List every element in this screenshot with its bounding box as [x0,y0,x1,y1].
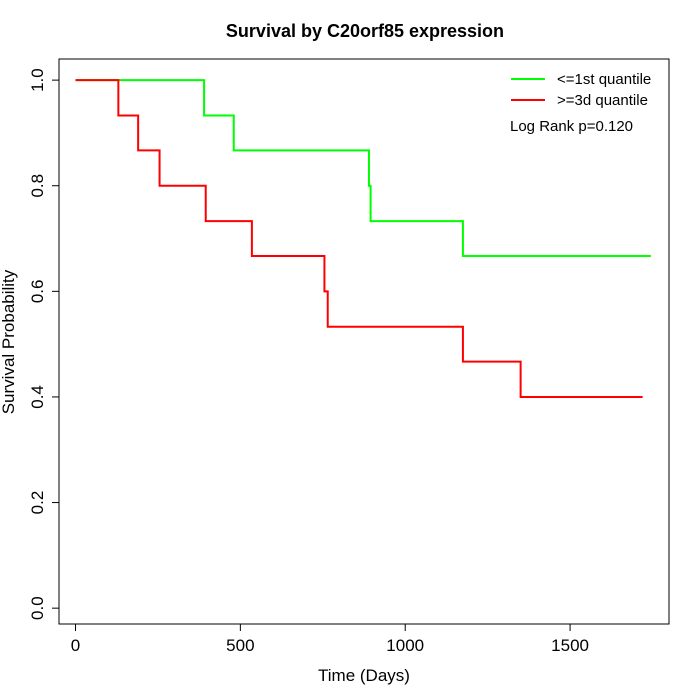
plot-area-frame [58,58,670,625]
y-tick-label: 0.4 [28,385,47,409]
y-axis: 0.0 0.2 0.4 0.6 0.8 1.0 [28,68,60,620]
y-tick-label: 0.2 [28,491,47,515]
legend-label-1: <=1st quantile [557,71,651,88]
x-tick-label: 0 [71,636,80,655]
legend-label-2: >=3d quantile [557,92,648,109]
y-tick-label: 1.0 [28,68,47,92]
log-rank-annotation: Log Rank p=0.120 [510,118,633,135]
legend: <=1st quantile >=3d quantile [511,71,651,109]
series-layer [75,79,651,398]
x-axis-label: Time (Days) [318,666,410,685]
x-tick-label: 1500 [551,636,589,655]
chart-title: Survival by C20orf85 expression [226,21,504,41]
series-line-2 [75,79,643,398]
x-tick-label: 500 [226,636,254,655]
y-tick-label: 0.8 [28,174,47,198]
y-tick-label: 0.0 [28,596,47,620]
y-tick-label: 0.6 [28,280,47,304]
series-line-1 [75,79,651,257]
y-axis-label: Survival Probability [0,269,18,414]
x-axis: 0 500 1000 1500 [71,623,589,655]
x-tick-label: 1000 [386,636,424,655]
